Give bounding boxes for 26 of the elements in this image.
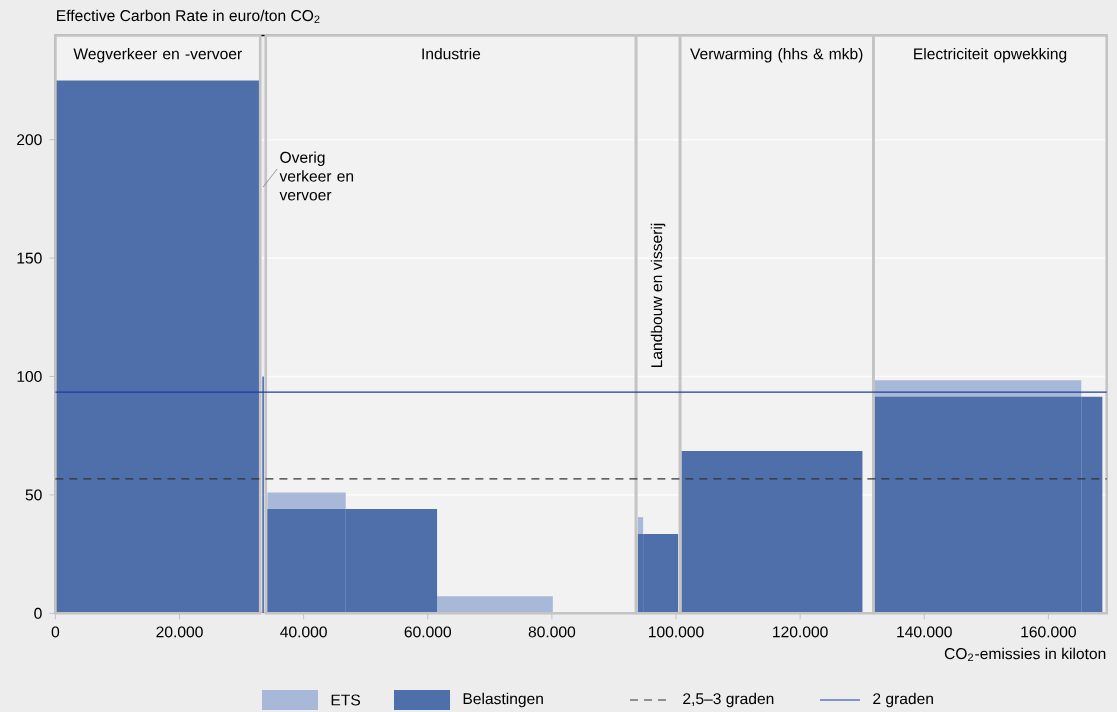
x-axis-title: CO$_{2}$-emissies in kiloton — [944, 647, 1106, 662]
y-axis-title: Effective Carbon Rate in euro/ton CO$_{2}$ — [57, 9, 320, 24]
x-tick-label: 120.000 — [773, 626, 828, 638]
band-label: Wegverkeer en -vervoer — [73, 47, 242, 63]
x-tick-label: 80.000 — [528, 626, 576, 638]
legend-label: ETS — [331, 694, 361, 706]
band-label: Industrie — [422, 47, 481, 60]
legend-label: 2,5–3 graden — [683, 692, 774, 708]
x-tick-label: 60.000 — [404, 626, 451, 638]
x-tick-label: 0 — [51, 626, 60, 638]
y-tick-label: 200 — [17, 134, 42, 146]
y-tick-label: 0 — [34, 607, 42, 619]
legend-label: 2 graden — [873, 692, 933, 708]
x-tick-label: 40.000 — [280, 626, 327, 638]
x-tick-label: 100.000 — [649, 626, 704, 638]
x-tick-label: 140.000 — [897, 626, 952, 638]
y-tick-label: 100 — [17, 370, 42, 383]
y-tick-label: 150 — [17, 252, 42, 264]
x-tick-label: 160.000 — [1021, 626, 1076, 638]
annotation: Overig verkeer en vervoer — [279, 151, 354, 201]
band-label: Verwarming (hhs & mkb) — [690, 47, 863, 63]
y-tick-label: 50 — [25, 489, 42, 501]
band-label: Electriciteit opwekking — [914, 47, 1067, 63]
legend-label: Belastingen — [463, 692, 543, 708]
band-label: Landbouw en visserij — [650, 223, 666, 368]
x-tick-label: 20.000 — [156, 626, 203, 638]
